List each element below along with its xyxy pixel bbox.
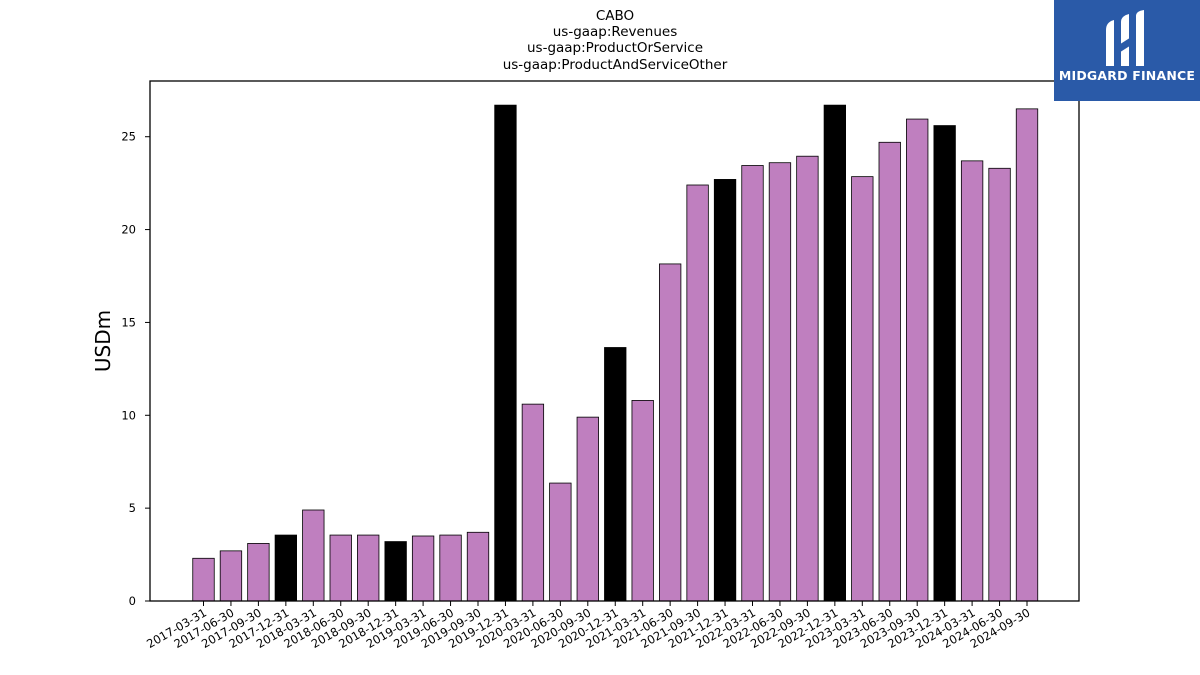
bar-2020-06-30 (549, 482, 572, 602)
y-tick-label: 15 (121, 315, 136, 329)
chart-title: CABO us-gaap:Revenues us-gaap:ProductOrS… (503, 8, 728, 73)
bar-2022-06-30 (768, 162, 792, 602)
bar-2019-03-31 (411, 535, 435, 602)
bar-2017-09-30 (247, 543, 270, 602)
bar-2021-12-31 (713, 179, 737, 602)
bar-2023-06-30 (878, 141, 901, 602)
chart-title-line: us-gaap:Revenues (553, 24, 678, 40)
bar-2022-09-30 (796, 155, 819, 602)
bar-2017-03-31 (192, 557, 215, 602)
logo-text: MIDGARD FINANCE (1058, 68, 1196, 83)
bar-2020-12-31 (604, 347, 627, 602)
bar-2018-09-30 (357, 534, 380, 602)
chart-title-line: CABO (596, 8, 634, 24)
bar-2022-12-31 (823, 104, 846, 602)
bar-2019-06-30 (439, 534, 462, 602)
y-tick-label: 25 (121, 130, 136, 144)
chart-title-line: us-gaap:ProductOrService (527, 40, 703, 56)
bars-group (192, 104, 1039, 602)
bar-2020-09-30 (576, 416, 599, 602)
bar-2017-06-30 (219, 550, 243, 602)
y-axis: 0 5 10 15 20 25 (121, 130, 150, 608)
midgard-finance-logo: MIDGARD FINANCE (1054, 0, 1200, 101)
midgard-logo-icon (1106, 10, 1144, 66)
bar-2017-12-31 (274, 534, 298, 602)
y-tick-label: 10 (121, 408, 136, 422)
bar-2018-06-30 (329, 534, 352, 602)
plot-frame (149, 80, 1080, 602)
bar-2022-03-31 (741, 165, 764, 602)
bar-2024-09-30 (1015, 108, 1039, 602)
bar-2024-06-30 (988, 167, 1011, 602)
bar-2020-03-31 (521, 403, 545, 602)
bar-2023-03-31 (851, 176, 874, 602)
chart-title-line: us-gaap:ProductAndServiceOther (503, 57, 728, 73)
y-axis-label: USDm (91, 310, 115, 372)
y-tick-label: 5 (129, 501, 136, 515)
y-tick-label: 0 (129, 594, 136, 608)
bar-2021-03-31 (631, 400, 654, 602)
x-axis: 2017-03-312017-06-302017-09-302017-12-31… (144, 601, 1033, 651)
bar-2023-09-30 (906, 118, 929, 602)
bar-2024-03-31 (960, 160, 984, 602)
bar-2021-09-30 (686, 184, 709, 602)
y-tick-label: 20 (121, 223, 136, 237)
bar-2018-03-31 (302, 509, 325, 602)
bar-2021-06-30 (659, 263, 682, 602)
bar-2019-09-30 (466, 531, 490, 602)
bar-2023-12-31 (933, 125, 956, 602)
bar-2019-12-31 (494, 104, 517, 602)
bar-2018-12-31 (384, 541, 407, 602)
